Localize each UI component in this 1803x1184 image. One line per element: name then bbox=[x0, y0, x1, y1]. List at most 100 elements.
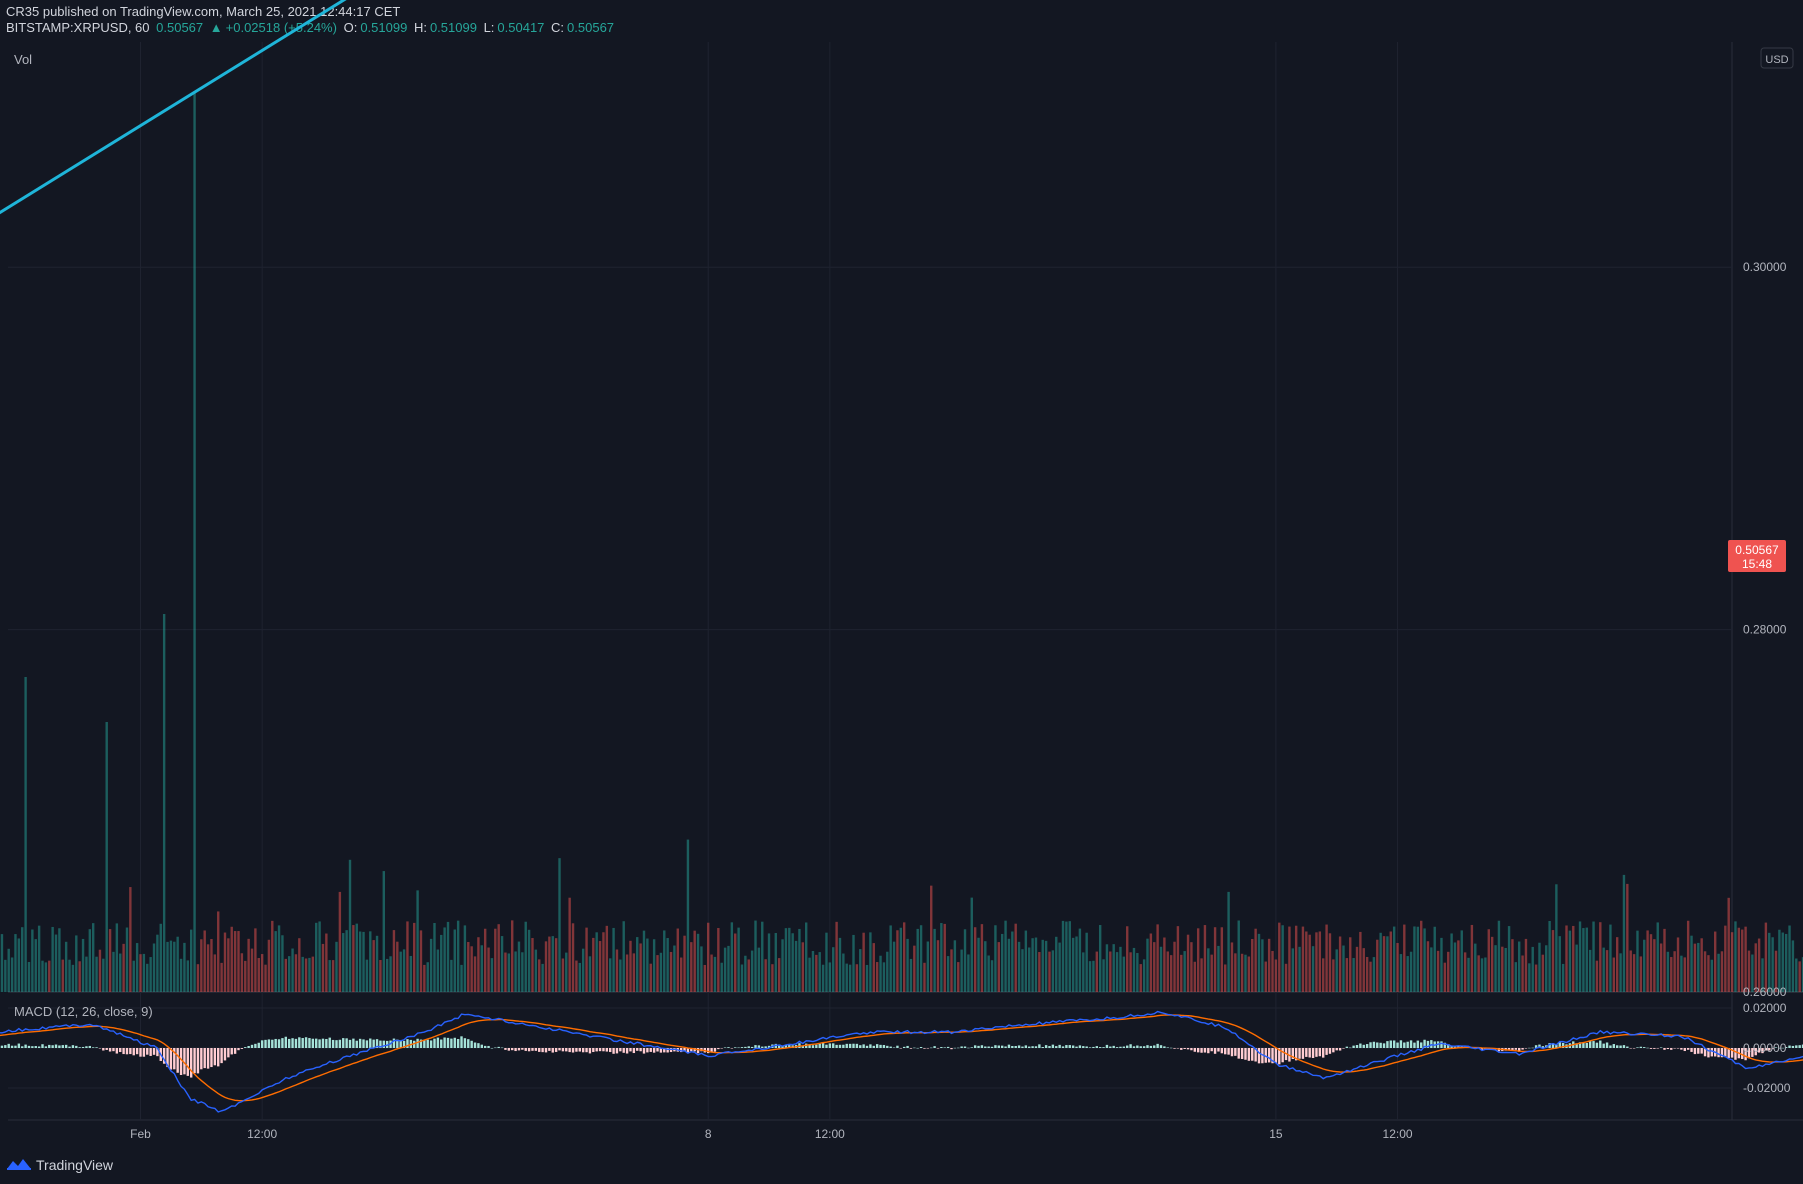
volume-bar bbox=[1335, 949, 1338, 992]
chart-header: CR35 published on TradingView.com, March… bbox=[6, 4, 1796, 38]
macd-histogram-bar bbox=[385, 1040, 389, 1048]
macd-histogram-bar bbox=[1781, 1047, 1784, 1049]
volume-bar bbox=[1055, 936, 1058, 992]
macd-histogram-bar bbox=[1683, 1048, 1686, 1052]
volume-bar bbox=[1659, 943, 1663, 992]
macd-histogram-bar bbox=[497, 1046, 500, 1048]
volume-bar bbox=[622, 921, 625, 992]
volume-bar bbox=[1433, 926, 1436, 992]
volume-bar bbox=[1180, 954, 1183, 992]
macd-histogram-bar bbox=[1774, 1047, 1778, 1048]
volume-bar bbox=[707, 922, 710, 992]
macd-histogram-bar bbox=[257, 1042, 260, 1048]
high-label: H: bbox=[413, 20, 427, 35]
macd-histogram-bar bbox=[1115, 1047, 1119, 1048]
macd-histogram-bar bbox=[1254, 1048, 1257, 1062]
volume-bar bbox=[37, 925, 41, 992]
volume-bar bbox=[34, 939, 37, 992]
volume-bar bbox=[1768, 932, 1771, 992]
volume-bar bbox=[1007, 938, 1011, 992]
volume-bar bbox=[1149, 933, 1153, 992]
macd-histogram-bar bbox=[274, 1038, 277, 1048]
macd-histogram-bar bbox=[105, 1048, 108, 1050]
macd-histogram-bar bbox=[1636, 1047, 1639, 1048]
macd-histogram-bar bbox=[460, 1036, 463, 1048]
macd-histogram-bar bbox=[396, 1039, 399, 1048]
volume-bar bbox=[1781, 932, 1784, 992]
macd-histogram-bar bbox=[1670, 1048, 1673, 1050]
volume-bar bbox=[1494, 945, 1497, 992]
macd-histogram-bar bbox=[1784, 1047, 1788, 1048]
macd-histogram-bar bbox=[946, 1046, 950, 1048]
macd-histogram-bar bbox=[541, 1048, 544, 1053]
macd-histogram-bar bbox=[500, 1047, 504, 1049]
macd-histogram-bar bbox=[477, 1043, 480, 1048]
macd-histogram-bar bbox=[1656, 1048, 1659, 1049]
macd-histogram-bar bbox=[406, 1039, 409, 1048]
volume-bar bbox=[916, 928, 919, 992]
macd-histogram-bar bbox=[1727, 1048, 1730, 1058]
volume-bar bbox=[352, 925, 355, 992]
volume-bar bbox=[588, 956, 592, 992]
macd-histogram-bar bbox=[1707, 1048, 1710, 1058]
macd-histogram-bar bbox=[95, 1047, 98, 1048]
macd-histogram-bar bbox=[605, 1048, 609, 1052]
macd-histogram-bar bbox=[1791, 1045, 1795, 1048]
macd-histogram-bar bbox=[734, 1047, 737, 1048]
macd-histogram-bar bbox=[250, 1044, 254, 1048]
volume-bar bbox=[85, 956, 88, 992]
volume-bar bbox=[1720, 951, 1724, 992]
volume-bar bbox=[10, 957, 14, 992]
macd-histogram-bar bbox=[592, 1048, 595, 1053]
symbol-name[interactable]: BITSTAMP:XRPUSD, 60 bbox=[6, 20, 150, 35]
volume-bar bbox=[1612, 957, 1616, 992]
volume-bar bbox=[4, 959, 7, 992]
volume-bar bbox=[1284, 963, 1288, 992]
volume-bar bbox=[342, 933, 345, 992]
macd-histogram-bar bbox=[1159, 1045, 1163, 1048]
macd-histogram-bar bbox=[21, 1046, 24, 1048]
macd-histogram-bar bbox=[358, 1038, 362, 1048]
macd-histogram-bar bbox=[1352, 1045, 1355, 1048]
macd-histogram-bar bbox=[1173, 1048, 1176, 1049]
macd-histogram-bar bbox=[609, 1048, 612, 1053]
volume-bar bbox=[487, 947, 490, 992]
macd-histogram-bar bbox=[1697, 1048, 1700, 1054]
macd-histogram-bar bbox=[1061, 1046, 1065, 1048]
macd-histogram-bar bbox=[1267, 1048, 1271, 1063]
volume-bar bbox=[1578, 921, 1582, 992]
volume-bar bbox=[88, 929, 92, 992]
macd-histogram-bar bbox=[1365, 1044, 1369, 1048]
volume-bar bbox=[1305, 931, 1308, 992]
volume-bar bbox=[629, 940, 632, 992]
volume-bar bbox=[848, 964, 852, 992]
volume-bar bbox=[217, 911, 220, 992]
macd-histogram-bar bbox=[568, 1048, 571, 1053]
volume-bar bbox=[1656, 922, 1659, 992]
volume-bar bbox=[943, 923, 946, 992]
volume-bar bbox=[166, 941, 169, 992]
macd-histogram-bar bbox=[308, 1038, 311, 1048]
macd-histogram-bar bbox=[1359, 1043, 1362, 1048]
volume-bar bbox=[1267, 938, 1271, 992]
macd-histogram-bar bbox=[1044, 1045, 1048, 1048]
macd-histogram-bar bbox=[994, 1045, 997, 1048]
macd-histogram-bar bbox=[287, 1038, 291, 1048]
macd-histogram-bar bbox=[656, 1048, 659, 1052]
volume-bar bbox=[1061, 920, 1065, 992]
volume-bar bbox=[399, 951, 402, 992]
macd-histogram-bar bbox=[1761, 1048, 1764, 1054]
volume-bar bbox=[1065, 921, 1068, 992]
volume-bar bbox=[1572, 925, 1575, 992]
macd-histogram-bar bbox=[483, 1045, 487, 1048]
macd-histogram-bar bbox=[1409, 1040, 1413, 1048]
volume-bar bbox=[1014, 923, 1017, 992]
macd-histogram-bar bbox=[693, 1048, 696, 1052]
volume-bar bbox=[1541, 954, 1545, 992]
macd-histogram-bar bbox=[1342, 1048, 1345, 1049]
volume-bar bbox=[1372, 957, 1376, 992]
volume-bar bbox=[1186, 934, 1190, 992]
macd-histogram-bar bbox=[1626, 1046, 1629, 1048]
volume-bar bbox=[1389, 931, 1392, 992]
